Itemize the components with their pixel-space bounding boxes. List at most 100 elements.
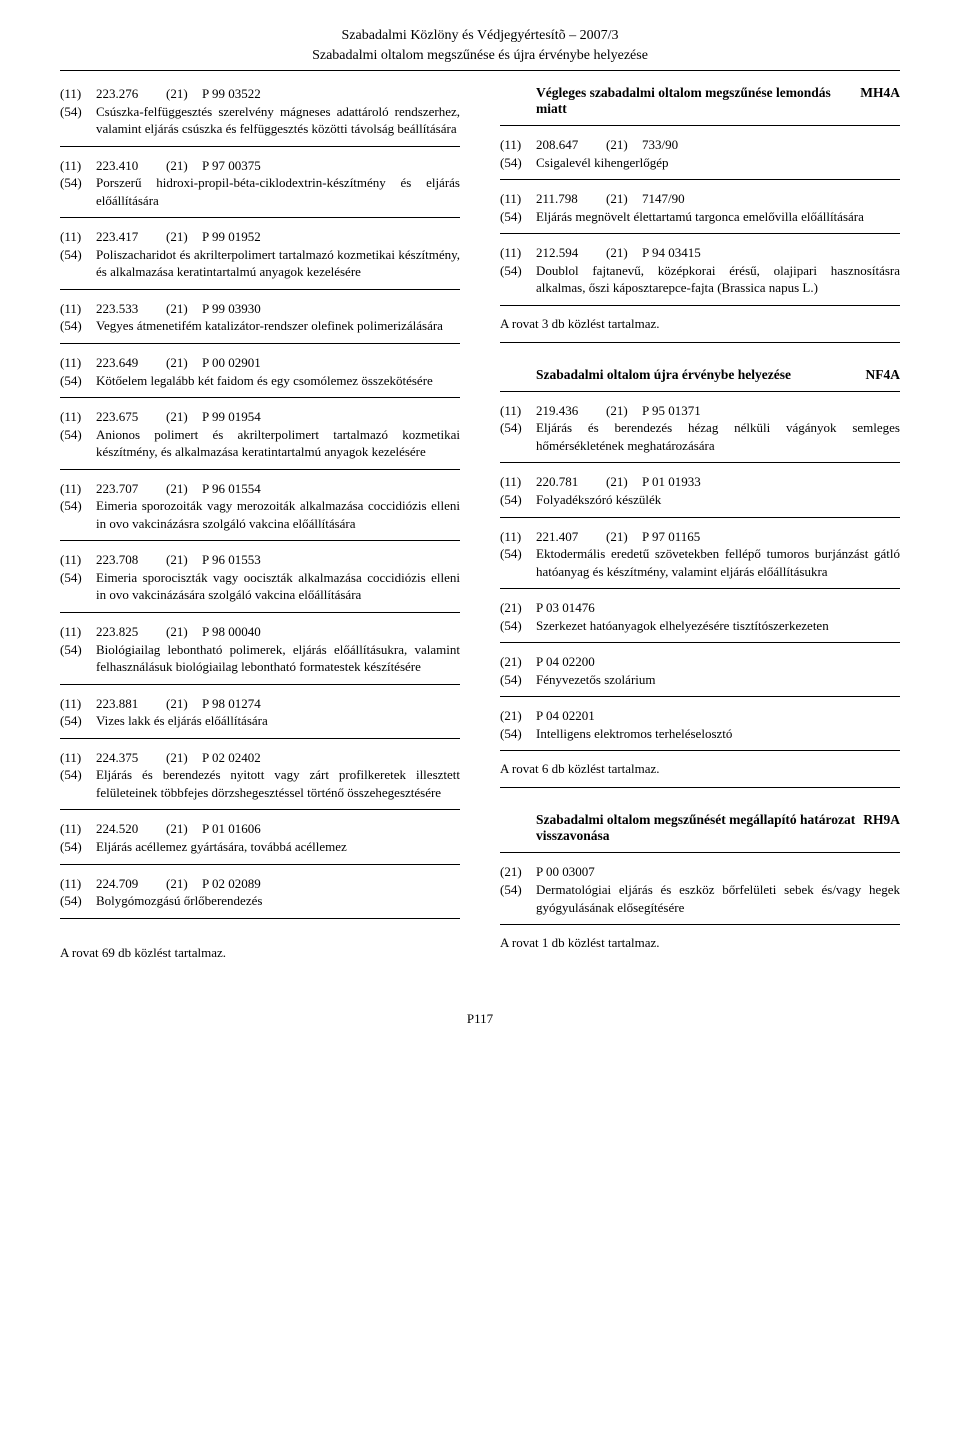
inid-11-label: (11): [60, 820, 96, 838]
patent-title: Kötőelem legalább két faidom és egy csom…: [96, 372, 460, 390]
entry-body: (54)Porszerű hidroxi-propil-béta-ciklode…: [60, 174, 460, 209]
inid-21-label: (21): [166, 695, 202, 713]
inid-21-label: (21): [606, 473, 642, 491]
entry-line1: (11)223.533(21)P 99 03930: [60, 300, 460, 318]
entry-separator: [60, 397, 460, 398]
entry-line1: (11)211.798(21)7147/90: [500, 190, 900, 208]
inid-11-label: (11): [60, 749, 96, 767]
application-number: P 01 01606: [202, 820, 460, 838]
application-number: 7147/90: [642, 190, 900, 208]
entry-line1: (11)223.410(21)P 97 00375: [60, 157, 460, 175]
patent-number: 223.417: [96, 228, 166, 246]
entry-line1: (11)208.647(21)733/90: [500, 136, 900, 154]
section-title-text: Szabadalmi oltalom megszűnését megállapí…: [536, 812, 855, 844]
entry-body: (54)Szerkezet hatóanyagok elhelyezésére …: [500, 617, 900, 635]
patent-number: 224.520: [96, 820, 166, 838]
entry-line1: (11)220.781(21)P 01 01933: [500, 473, 900, 491]
patent-title: Porszerű hidroxi-propil-béta-ciklodextri…: [96, 174, 460, 209]
application-number: P 04 02201: [536, 707, 900, 725]
entry-line1: (11)224.709(21)P 02 02089: [60, 875, 460, 893]
patent-title: Fényvezetős szolárium: [536, 671, 900, 689]
inid-11-label: (11): [500, 244, 536, 262]
patent-entry: (11)211.798(21)7147/90(54)Eljárás megnöv…: [500, 190, 900, 225]
inid-54-label: (54): [60, 892, 96, 910]
patent-number: 223.649: [96, 354, 166, 372]
entry-body: (54)Ektodermális eredetű szövetekben fel…: [500, 545, 900, 580]
entry-separator: [60, 146, 460, 147]
entry-body: (54)Eimeria sporociszták vagy oociszták …: [60, 569, 460, 604]
section-summary: A rovat 3 db közlést tartalmaz.: [500, 316, 900, 332]
patent-number: 223.533: [96, 300, 166, 318]
entry-separator: [60, 469, 460, 470]
inid-21-label: (21): [166, 749, 202, 767]
entry-body: (54)Vegyes átmenetifém katalizátor-rends…: [60, 317, 460, 335]
patent-number: 223.276: [96, 85, 166, 103]
section-title: Szabadalmi oltalom megszűnését megállapí…: [500, 812, 900, 844]
entry-separator: [500, 391, 900, 392]
inid-11-label: (11): [60, 623, 96, 641]
inid-54-label: (54): [60, 246, 96, 281]
inid-54-label: (54): [500, 725, 536, 743]
application-number: P 96 01553: [202, 551, 460, 569]
page-footer: P117: [60, 1011, 900, 1027]
inid-54-label: (54): [500, 262, 536, 297]
inid-11-label: (11): [500, 402, 536, 420]
inid-54-label: (54): [60, 569, 96, 604]
patent-number: 223.825: [96, 623, 166, 641]
inid-21-label: (21): [500, 599, 536, 617]
patent-number: 219.436: [536, 402, 606, 420]
entry-line1: (11)223.417(21)P 99 01952: [60, 228, 460, 246]
patent-title: Dermatológiai eljárás és eszköz bőrfelül…: [536, 881, 900, 916]
entry-separator: [500, 696, 900, 697]
entry-line1: (21)P 04 02200: [500, 653, 900, 671]
entry-body: (54)Eljárás és berendezés nyitott vagy z…: [60, 766, 460, 801]
entry-separator: [60, 343, 460, 344]
patent-entry: (21)P 04 02201(54)Intelligens elektromos…: [500, 707, 900, 742]
inid-21-label: (21): [606, 244, 642, 262]
patent-entry: (11)212.594(21)P 94 03415(54)Doublol faj…: [500, 244, 900, 297]
application-number: P 97 01165: [642, 528, 900, 546]
section-code: NF4A: [866, 367, 901, 383]
left-column: (11)223.276(21)P 99 03522(54)Csúszka-fel…: [60, 85, 460, 971]
patent-title: Folyadékszóró készülék: [536, 491, 900, 509]
entry-separator: [60, 684, 460, 685]
section-title: Szabadalmi oltalom újra érvénybe helyezé…: [500, 367, 900, 383]
patent-title: Vegyes átmenetifém katalizátor-rendszer …: [96, 317, 460, 335]
entry-separator: [500, 924, 900, 925]
inid-11-label: (11): [60, 695, 96, 713]
entry-separator: [500, 342, 900, 343]
section-title-text: Végleges szabadalmi oltalom megszűnése l…: [536, 85, 852, 117]
patent-title: Doublol fajtanevű, középkorai érésű, ola…: [536, 262, 900, 297]
inid-11-label: (11): [60, 875, 96, 893]
patent-entry: (11)220.781(21)P 01 01933(54)Folyadékszó…: [500, 473, 900, 508]
section-gap: [500, 798, 900, 812]
entry-body: (54)Eljárás megnövelt élettartamú targon…: [500, 208, 900, 226]
section-code: MH4A: [860, 85, 900, 101]
inid-54-label: (54): [500, 208, 536, 226]
patent-entry: (11)224.709(21)P 02 02089(54)Bolygómozgá…: [60, 875, 460, 910]
patent-number: 211.798: [536, 190, 606, 208]
application-number: P 94 03415: [642, 244, 900, 262]
patent-title: Csigalevél kihengerlőgép: [536, 154, 900, 172]
inid-21-label: (21): [166, 228, 202, 246]
patent-number: 208.647: [536, 136, 606, 154]
entry-separator: [500, 462, 900, 463]
inid-11-label: (11): [500, 528, 536, 546]
inid-54-label: (54): [500, 545, 536, 580]
entry-line1: (11)223.708(21)P 96 01553: [60, 551, 460, 569]
entry-separator: [60, 540, 460, 541]
entry-body: (54)Anionos polimert és akrilterpolimert…: [60, 426, 460, 461]
inid-21-label: (21): [166, 480, 202, 498]
entry-separator: [500, 179, 900, 180]
entry-body: (54)Fényvezetős szolárium: [500, 671, 900, 689]
top-rule: [60, 70, 900, 71]
inid-11-label: (11): [60, 228, 96, 246]
page-root: Szabadalmi Közlöny és Védjegyértesítõ – …: [0, 0, 960, 1047]
inid-54-label: (54): [60, 317, 96, 335]
patent-title: Eljárás acéllemez gyártására, továbbá ac…: [96, 838, 460, 856]
patent-entry: (11)221.407(21)P 97 01165(54)Ektodermáli…: [500, 528, 900, 581]
application-number: P 96 01554: [202, 480, 460, 498]
entry-separator: [500, 125, 900, 126]
entry-separator: [60, 217, 460, 218]
patent-number: 223.707: [96, 480, 166, 498]
